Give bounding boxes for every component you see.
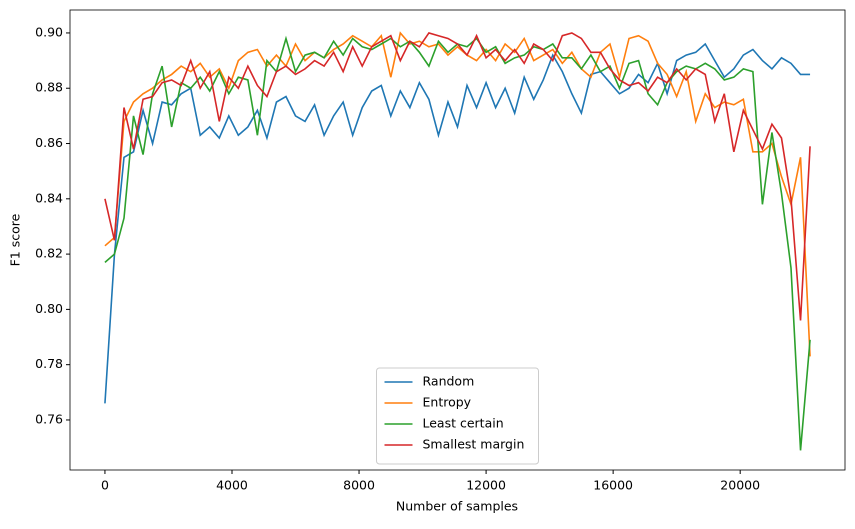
x-tick-label: 16000: [593, 478, 633, 493]
y-tick-label: 0.86: [35, 135, 63, 150]
series-line: [104, 32, 811, 321]
x-tick-label: 8000: [343, 478, 375, 493]
y-tick-label: 0.80: [35, 301, 63, 316]
x-tick-label: 12000: [466, 478, 506, 493]
legend-label: Smallest margin: [423, 437, 525, 452]
legend-label: Random: [423, 374, 475, 389]
y-tick-label: 0.88: [35, 80, 63, 95]
x-tick-label: 4000: [216, 478, 248, 493]
legend-label: Least certain: [423, 416, 504, 431]
y-tick-label: 0.90: [35, 24, 63, 39]
legend-label: Entropy: [423, 395, 472, 410]
y-tick-label: 0.84: [35, 190, 63, 205]
legend: Random Entropy Least certain Smallest margi…: [376, 367, 539, 465]
y-axis-label: F1 score: [8, 213, 23, 266]
legend-box: [376, 367, 539, 465]
series-line: [104, 42, 811, 404]
y-tick-label: 0.82: [35, 246, 63, 261]
x-tick-label: 20000: [720, 478, 760, 493]
plot-frame: [69, 9, 846, 471]
y-tick-label: 0.76: [35, 411, 63, 426]
y-tick-label: 0.78: [35, 356, 63, 371]
series-line: [104, 31, 811, 357]
x-axis-label: Number of samples: [396, 499, 518, 514]
x-tick-label: 0: [101, 478, 109, 493]
